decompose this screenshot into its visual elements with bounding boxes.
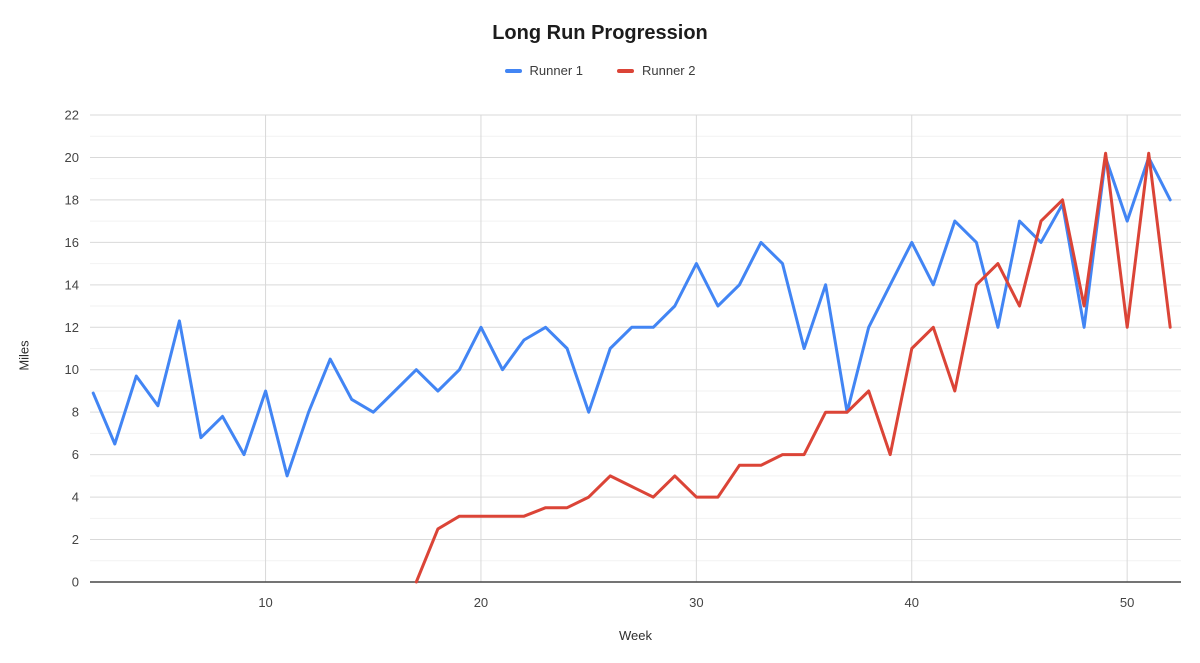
x-tick-label: 20: [474, 595, 488, 610]
y-tick-label: 16: [65, 235, 79, 250]
y-tick-label: 8: [72, 405, 79, 420]
chart-title: Long Run Progression: [492, 22, 708, 44]
legend-item-runner-2: Runner 2: [617, 63, 695, 78]
x-tick-label: 30: [689, 595, 703, 610]
y-tick-label: 22: [65, 108, 79, 123]
x-axis-title: Week: [619, 628, 652, 643]
y-tick-label: 14: [65, 277, 79, 292]
y-tick-label: 10: [65, 362, 79, 377]
legend-item-runner-1: Runner 1: [504, 63, 583, 78]
x-tick-label: 40: [905, 595, 919, 610]
y-axis-title: Miles: [16, 340, 32, 371]
series-line-runner-2: [414, 151, 1172, 584]
y-tick-label: 4: [72, 490, 79, 505]
y-tick-label: 6: [72, 447, 79, 462]
legend-swatch-runner-2-icon: [617, 68, 634, 73]
series-line-runner-1: [91, 156, 1172, 478]
legend-label-runner-2: Runner 2: [642, 63, 696, 78]
legend-label-runner-1: Runner 1: [529, 63, 583, 78]
x-tick-label: 50: [1120, 595, 1134, 610]
y-tick-label: 18: [65, 192, 79, 207]
y-tick-label: 20: [65, 150, 79, 165]
x-tick-label: 10: [258, 595, 272, 610]
legend-swatch-runner-1-icon: [504, 68, 522, 73]
y-tick-label: 0: [72, 575, 79, 590]
y-tick-label: 12: [65, 320, 79, 335]
chart-legend: Runner 1 Runner 2: [0, 63, 1200, 78]
y-tick-label: 2: [72, 532, 79, 547]
